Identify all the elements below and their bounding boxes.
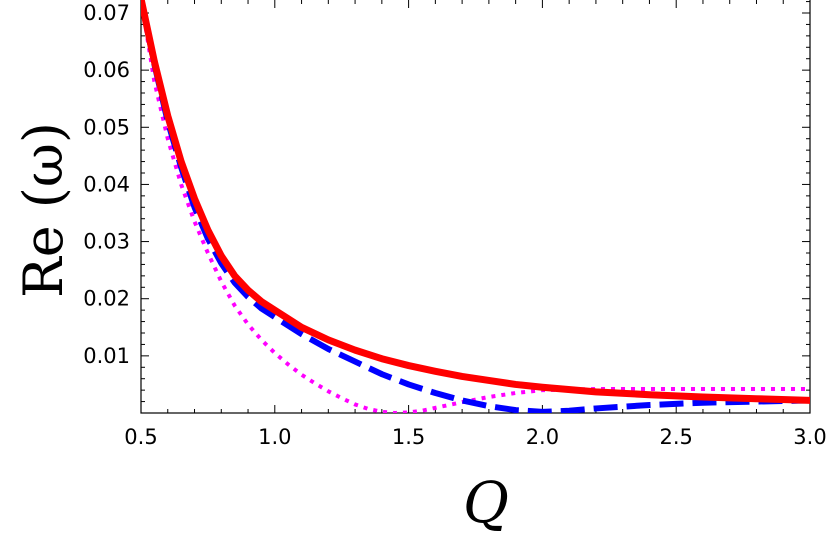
- x-tick-label: 1.5: [392, 425, 425, 449]
- series-layer: [141, 0, 810, 413]
- y-tick-label: 0.02: [83, 287, 130, 311]
- y-axis-title: Re (ω): [12, 122, 75, 298]
- y-tick-label: 0.03: [83, 230, 130, 254]
- y-tick-label: 0.07: [83, 1, 130, 25]
- x-axis-title: Q: [463, 471, 509, 535]
- y-tick-label: 0.01: [83, 344, 130, 368]
- x-tick-label: 3.0: [793, 425, 826, 449]
- series-line-dashed: [141, 0, 810, 413]
- y-tick-label: 0.06: [83, 58, 130, 82]
- x-tick-label: 2.5: [659, 425, 692, 449]
- x-tick-label: 1.0: [258, 425, 291, 449]
- series-line-dotted: [141, 0, 810, 413]
- y-tick-label: 0.05: [83, 115, 130, 139]
- series-line-solid: [141, 0, 810, 404]
- x-tick-label: 0.5: [124, 425, 157, 449]
- plot-frame: [140, 0, 811, 414]
- y-tick-label: 0.04: [83, 172, 130, 196]
- x-tick-label: 2.0: [526, 425, 559, 449]
- tick-labels: 0.5 1.0 1.5 2.0 2.5 3.0 0.01 0.02 0.03 0.04 0.05 0.…: [83, 1, 826, 449]
